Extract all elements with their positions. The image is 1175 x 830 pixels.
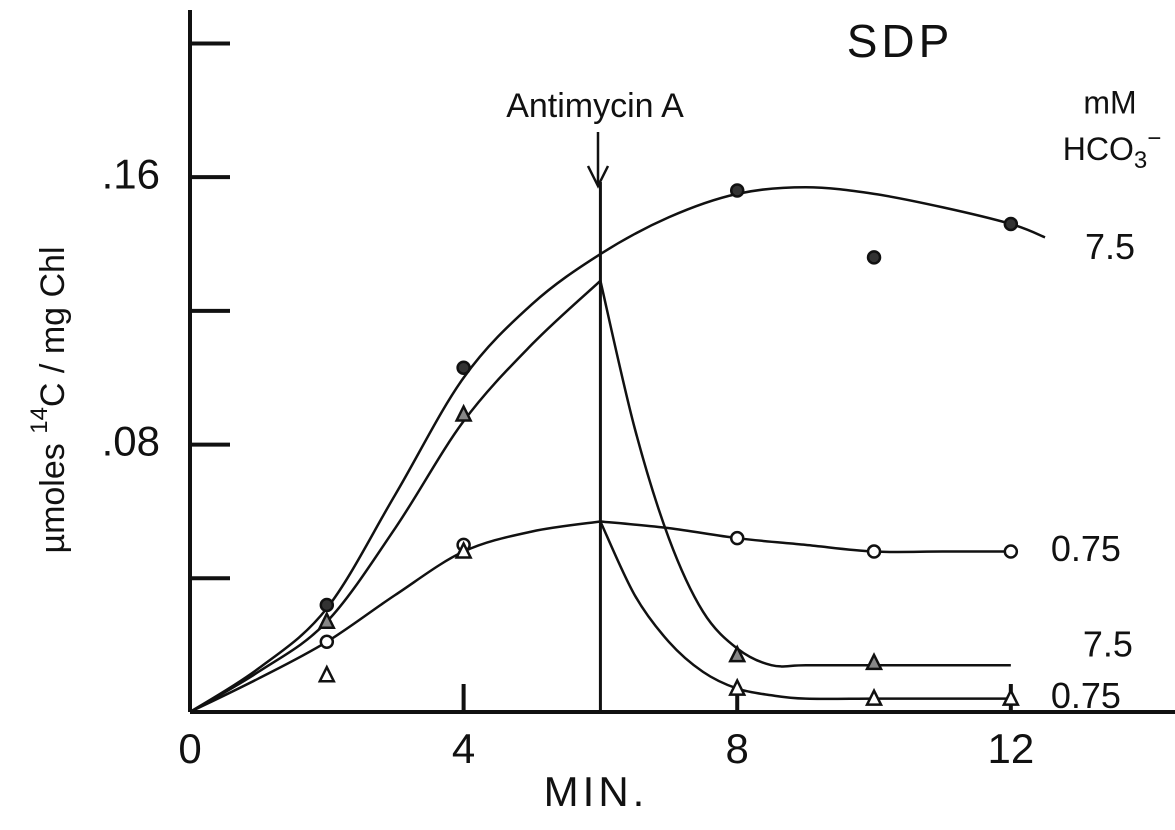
series-label: 7.5 xyxy=(1085,226,1135,267)
x-axis-label: MIN. xyxy=(544,768,649,815)
point-circle xyxy=(866,250,882,265)
point-triangle xyxy=(865,652,884,671)
point-triangle xyxy=(454,540,473,559)
y-tick-label: .08 xyxy=(102,418,160,465)
point-circle xyxy=(1003,216,1019,232)
y-label-a: µmoles xyxy=(34,434,72,554)
x-tick-label: 12 xyxy=(987,725,1034,772)
fit-curve xyxy=(189,185,1046,714)
point-triangle xyxy=(1001,687,1020,706)
point-triangle xyxy=(728,644,747,663)
y-tick-label: .16 xyxy=(102,150,160,197)
point-circle xyxy=(729,183,745,198)
x-tick-label: 8 xyxy=(726,725,749,772)
point-circle xyxy=(319,634,335,650)
y-label-sup: 14 xyxy=(26,407,53,434)
point-circle xyxy=(866,544,882,559)
x-tick-label: 0 xyxy=(178,725,201,772)
arrow-head xyxy=(586,165,610,189)
point-circle xyxy=(456,360,471,375)
point-triangle xyxy=(865,687,884,706)
fit-curve xyxy=(599,520,1011,701)
point-circle xyxy=(319,597,335,613)
legend-unit-sub: 3 xyxy=(1134,147,1147,174)
point-circle xyxy=(1003,544,1019,559)
fit-curve xyxy=(599,280,1011,668)
fit-curve xyxy=(600,520,1011,554)
series-label: 0.75 xyxy=(1051,528,1121,569)
arrow xyxy=(586,132,610,189)
fit-curve xyxy=(189,520,601,714)
y-label-b: C / mg Chl xyxy=(34,246,72,407)
series-label: 7.5 xyxy=(1083,624,1133,665)
point-triangle xyxy=(454,403,473,422)
legend-unit-base: HCO xyxy=(1063,131,1134,167)
legend-title: mM xyxy=(1083,84,1136,120)
chart-title: SDP xyxy=(847,15,954,67)
annotation: Antimycin A xyxy=(506,87,684,125)
point-triangle xyxy=(317,664,336,683)
legend-unit: HCO3− xyxy=(1063,125,1161,174)
legend-unit-sup: − xyxy=(1147,125,1161,152)
x-tick-label: 4 xyxy=(452,725,475,772)
fit-curve xyxy=(189,279,602,714)
point-circle xyxy=(729,530,745,546)
series-label: 0.75 xyxy=(1051,675,1121,716)
point-triangle xyxy=(317,610,336,629)
point-triangle xyxy=(728,677,747,696)
y-axis-label: µmoles 14C / mg Chl xyxy=(26,246,72,553)
